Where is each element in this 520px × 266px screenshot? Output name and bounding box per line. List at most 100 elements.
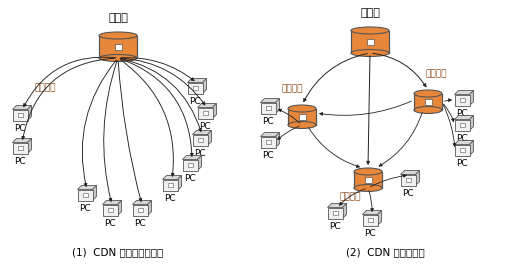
Text: PC: PC — [189, 97, 201, 106]
Bar — [162, 180, 177, 190]
Ellipse shape — [288, 105, 316, 112]
Bar — [414, 94, 442, 110]
Bar — [362, 214, 378, 226]
Bar — [354, 172, 382, 188]
Polygon shape — [213, 103, 216, 118]
Bar — [266, 140, 270, 144]
Bar — [18, 146, 22, 150]
Text: PC: PC — [364, 229, 376, 238]
Ellipse shape — [354, 185, 382, 192]
Polygon shape — [77, 185, 97, 189]
Text: PC: PC — [164, 194, 176, 203]
Polygon shape — [454, 90, 474, 94]
Ellipse shape — [99, 55, 137, 61]
Bar — [298, 114, 306, 120]
Polygon shape — [183, 156, 202, 160]
Polygon shape — [198, 103, 216, 107]
Polygon shape — [93, 185, 97, 201]
Ellipse shape — [414, 106, 442, 114]
Text: PC: PC — [14, 157, 26, 166]
Bar — [424, 99, 432, 105]
Polygon shape — [261, 132, 280, 136]
Text: PC: PC — [194, 149, 206, 158]
Text: PC: PC — [456, 134, 468, 143]
Text: PC: PC — [79, 204, 91, 213]
Text: プロキシ: プロキシ — [425, 69, 447, 78]
Bar — [460, 148, 464, 152]
Polygon shape — [192, 131, 212, 135]
Bar — [328, 207, 343, 218]
Polygon shape — [207, 131, 212, 146]
Bar — [77, 189, 93, 201]
Polygon shape — [133, 201, 151, 205]
Bar — [202, 111, 207, 115]
Bar — [266, 106, 270, 110]
Text: PC: PC — [14, 124, 26, 133]
Polygon shape — [177, 176, 181, 190]
Polygon shape — [454, 115, 474, 119]
Polygon shape — [12, 139, 32, 143]
Polygon shape — [276, 98, 280, 114]
Ellipse shape — [288, 122, 316, 128]
Bar — [192, 135, 207, 146]
Bar — [454, 144, 470, 156]
Text: PC: PC — [456, 159, 468, 168]
Text: サーバ: サーバ — [108, 13, 128, 23]
Text: (1)  CDN を使わない配信: (1) CDN を使わない配信 — [72, 247, 164, 257]
Polygon shape — [162, 176, 181, 180]
Bar — [460, 98, 464, 102]
Polygon shape — [148, 201, 151, 215]
Text: サーバ: サーバ — [360, 8, 380, 18]
Text: プロキシ: プロキシ — [339, 192, 361, 201]
Polygon shape — [118, 201, 122, 215]
Bar — [114, 44, 122, 50]
Polygon shape — [276, 132, 280, 148]
Bar — [133, 205, 148, 215]
Polygon shape — [470, 115, 474, 131]
Bar — [183, 160, 198, 171]
Polygon shape — [28, 106, 32, 120]
Text: プロキシ: プロキシ — [34, 84, 56, 93]
Bar — [460, 123, 464, 127]
Text: PC: PC — [456, 109, 468, 118]
Polygon shape — [12, 106, 32, 110]
Polygon shape — [454, 140, 474, 144]
Bar — [198, 138, 202, 142]
Bar — [400, 174, 415, 185]
Bar — [18, 113, 22, 117]
Polygon shape — [470, 90, 474, 106]
Bar — [188, 82, 202, 94]
Polygon shape — [202, 78, 206, 94]
Polygon shape — [188, 78, 206, 82]
Bar — [12, 110, 28, 120]
Bar — [365, 177, 371, 183]
Text: プロキシ: プロキシ — [281, 84, 303, 93]
Bar — [83, 193, 87, 197]
Ellipse shape — [99, 32, 137, 39]
Ellipse shape — [414, 90, 442, 97]
Bar — [454, 119, 470, 131]
Bar — [108, 208, 112, 212]
Bar — [12, 143, 28, 153]
Polygon shape — [415, 171, 420, 185]
Bar — [192, 86, 198, 90]
Text: PC: PC — [402, 189, 414, 198]
Ellipse shape — [351, 27, 389, 34]
Text: PC: PC — [134, 219, 146, 228]
Polygon shape — [102, 201, 122, 205]
Bar — [288, 109, 316, 125]
Bar — [332, 211, 337, 215]
Bar — [102, 205, 118, 215]
Text: PC: PC — [262, 151, 274, 160]
Bar — [261, 102, 276, 114]
Ellipse shape — [351, 49, 389, 56]
Polygon shape — [328, 203, 346, 207]
Polygon shape — [362, 210, 382, 214]
Polygon shape — [28, 139, 32, 153]
Text: PC: PC — [262, 117, 274, 126]
Bar — [367, 39, 373, 45]
Polygon shape — [261, 98, 280, 102]
Polygon shape — [470, 140, 474, 156]
Polygon shape — [378, 210, 382, 226]
Bar — [167, 183, 173, 187]
